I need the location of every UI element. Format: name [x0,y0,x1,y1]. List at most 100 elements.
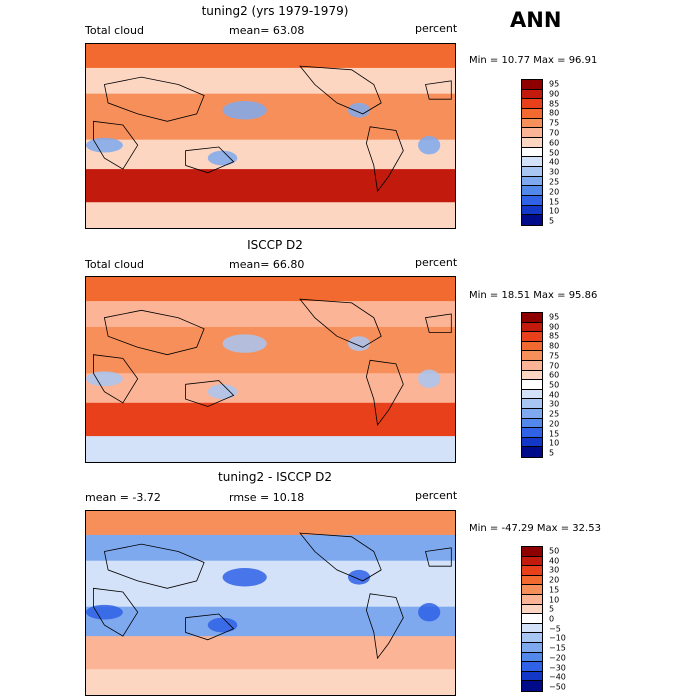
dry-region [418,136,441,155]
colorbar-tick-label: −10 [549,633,566,643]
colorbar-tick-label: 90 [549,322,560,332]
panel3-title: tuning2 - ISCCP D2 [218,470,332,484]
colorbar-swatch [522,556,542,567]
latitude-band [86,301,455,328]
coastline [185,380,235,407]
colorbar-swatch [522,166,542,177]
colorbar-tick-label: 60 [549,138,560,148]
latitude-band [86,93,455,123]
colorbar-swatch [522,176,542,187]
panel3-rmse-label: rmse = 10.18 [229,491,305,504]
latitude-band [86,560,455,590]
colorbar-swatch [522,428,542,438]
dry-region [347,336,371,351]
colorbar-swatch [522,195,542,206]
colorbar-tick-label: 40 [549,157,560,167]
dry-region [418,603,441,622]
colorbar-tick-label: −40 [549,672,566,682]
coastline [299,298,382,348]
colorbar-tick-label: 95 [549,312,560,322]
latitude-band [86,511,455,536]
panel1-variable-label: Total cloud [85,24,144,37]
coastline [103,76,205,122]
colorbar-swatch [522,662,542,672]
panel1-colorbar [521,79,543,226]
coastline [365,593,404,660]
colorbar-swatch [522,447,542,457]
latitude-band [86,139,455,171]
panel3-units-label: percent [415,489,458,502]
colorbar-tick-label: 50 [549,148,560,157]
latitude-band [86,373,455,404]
coastline [425,80,452,100]
latitude-band [86,67,455,95]
colorbar-swatch [522,399,542,409]
colorbar-swatch [522,604,542,615]
panel2-minmax: Min = 18.51 Max = 95.86 [469,290,598,301]
panel2-units-label: percent [415,256,458,269]
colorbar-swatch [522,681,542,691]
colorbar-tick-label: 40 [549,390,560,400]
colorbar-tick-label: 40 [549,556,560,566]
dry-region [222,568,267,587]
colorbar-swatch [522,585,542,595]
colorbar-swatch [522,575,542,586]
latitude-band [86,354,455,375]
colorbar-tick-label: 85 [549,331,560,341]
latitude-band [86,169,455,204]
dry-region [347,569,371,585]
colorbar-tick-label: 20 [549,187,560,197]
colorbar-tick-label: 20 [549,419,560,429]
colorbar-tick-label: −15 [549,643,566,653]
coastline [185,613,235,641]
colorbar-tick-label: 70 [549,361,560,371]
dry-region [86,371,123,387]
coastline [299,65,382,115]
panel3-map [85,510,456,696]
dry-region [347,102,371,118]
colorbar-swatch [522,437,542,448]
panel3-mean-label: mean = -3.72 [85,491,161,504]
colorbar-swatch [522,332,542,342]
latitude-band [86,202,455,228]
colorbar-swatch [522,99,542,109]
colorbar-swatch [522,205,542,216]
colorbar-tick-label: 30 [549,167,560,177]
latitude-band [86,436,455,462]
colorbar-swatch [522,108,542,119]
coastline [299,532,382,582]
panel3-map-svg [86,511,455,695]
coastline [185,146,235,174]
colorbar-swatch [522,341,542,352]
colorbar-swatch [522,370,542,381]
colorbar-swatch [522,322,542,333]
colorbar-swatch [522,128,542,138]
coastline [425,547,452,567]
latitude-band [86,277,455,303]
colorbar-tick-label: 60 [549,370,560,380]
latitude-band [86,636,455,671]
colorbar-tick-label: 5 [549,448,555,458]
colorbar-swatch [522,380,542,390]
colorbar-tick-label: 15 [549,585,560,595]
colorbar-swatch [522,351,542,361]
panel1-mean-label: mean= 63.08 [229,24,305,37]
colorbar-tick-label: 10 [549,206,560,216]
coastline [93,354,139,404]
panel1-minmax: Min = 10.77 Max = 96.91 [469,55,598,66]
panel1-title: tuning2 (yrs 1979-1979) [201,4,349,18]
colorbar-tick-label: 80 [549,341,560,351]
panel1-map [85,43,456,229]
colorbar-tick-label: 50 [549,546,560,556]
colorbar-tick-label: 90 [549,89,560,99]
dry-region [86,137,123,153]
dry-region [222,334,267,353]
colorbar-swatch [522,389,542,400]
latitude-band [86,669,455,695]
colorbar-tick-label: −5 [549,624,561,634]
panel1-map-svg [86,44,455,228]
colorbar-tick-label: −50 [549,682,566,692]
season-title: ANN [510,8,562,32]
panel2-variable-label: Total cloud [85,258,144,271]
coastline [93,587,139,637]
